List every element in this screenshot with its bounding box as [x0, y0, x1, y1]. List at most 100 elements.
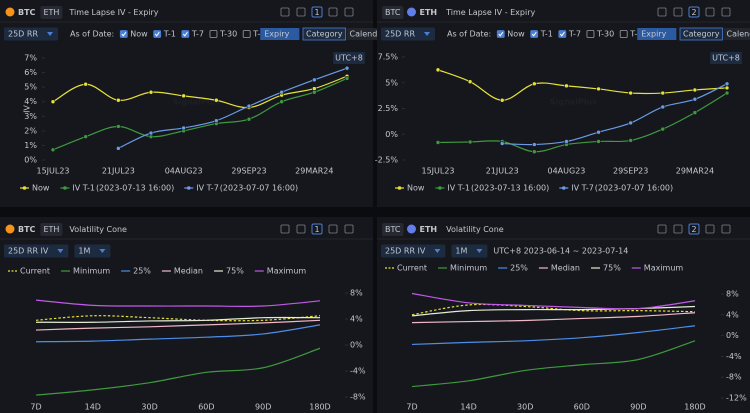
dropdown[interactable]	[381, 244, 446, 258]
series-marker	[564, 139, 569, 144]
series-marker	[660, 90, 666, 96]
legend-label[interactable]: 25%	[510, 264, 528, 273]
series-marker	[246, 103, 252, 109]
header-icon[interactable]	[296, 224, 306, 234]
view-button-label[interactable]: Calendar	[727, 30, 750, 39]
view-button-label[interactable]: Category	[683, 30, 720, 39]
tab-label[interactable]: BTC	[18, 8, 36, 17]
legend-label[interactable]: Median	[551, 264, 580, 273]
legend-label[interactable]: 75%	[603, 264, 621, 273]
header-icon[interactable]	[657, 7, 667, 17]
series-marker	[312, 77, 317, 83]
expiry-input-placeholder[interactable]: Expiry	[264, 30, 289, 39]
checkbox[interactable]	[181, 30, 190, 38]
series-line	[411, 312, 696, 324]
view-button[interactable]	[723, 28, 750, 40]
dropdown-label[interactable]: 1M	[78, 247, 90, 256]
legend-label[interactable]: Current	[20, 267, 50, 276]
tab-box	[40, 6, 63, 19]
tab-label[interactable]: ETH	[43, 8, 59, 17]
legend-label[interactable]: IV T-7	[196, 184, 219, 193]
checkbox[interactable]	[586, 30, 595, 38]
legend-label[interactable]: Maximum	[644, 264, 684, 273]
header-icon[interactable]	[328, 7, 338, 17]
checkbox[interactable]	[242, 30, 251, 38]
series-line	[411, 325, 696, 346]
header-icon[interactable]	[673, 224, 683, 234]
checkbox[interactable]	[209, 30, 218, 38]
dropdown-label[interactable]: 25D RR	[385, 30, 415, 39]
series-marker	[724, 90, 730, 96]
legend-label[interactable]: IV T-1	[447, 184, 470, 193]
series-marker	[344, 65, 350, 71]
header-icon[interactable]	[673, 7, 683, 17]
tab-label[interactable]: ETH	[420, 8, 438, 17]
expiry-input-placeholder[interactable]: Expiry	[641, 30, 666, 39]
header-icon[interactable]	[721, 224, 731, 234]
checkbox-label: T-30	[219, 30, 237, 39]
checkbox-label: T-1	[540, 30, 553, 39]
series-marker	[628, 90, 633, 96]
dropdown-label[interactable]: 25D RR IV	[385, 247, 426, 256]
x-tick-label: 14D	[85, 403, 101, 412]
expiry-input[interactable]	[637, 28, 677, 40]
dropdown-arrow	[99, 249, 106, 253]
panel-title: Time Lapse IV - Expiry	[445, 8, 535, 17]
legend-label[interactable]: Maximum	[267, 267, 307, 276]
legend-marker	[397, 186, 402, 190]
series-marker	[660, 126, 666, 132]
header-icon[interactable]	[280, 224, 290, 234]
legend-label[interactable]: Median	[174, 267, 203, 276]
expiry-input[interactable]	[260, 28, 300, 40]
checkbox[interactable]	[558, 30, 567, 38]
legend-label[interactable]: Minimum	[450, 264, 487, 273]
series-line	[411, 292, 696, 310]
legend-label[interactable]: Current	[397, 264, 427, 273]
header-icon[interactable]	[344, 7, 354, 17]
checkbox[interactable]	[530, 30, 539, 38]
tab-label[interactable]: ETH	[43, 225, 59, 234]
y-tick-label: 1%	[24, 141, 37, 150]
dropdown-label[interactable]: 25D RR	[8, 30, 38, 39]
series-line	[411, 340, 696, 388]
dropdown[interactable]	[381, 27, 435, 41]
series-line	[52, 75, 348, 109]
view-button[interactable]	[679, 27, 723, 41]
header-icon[interactable]	[657, 224, 667, 234]
legend-label[interactable]: IV T-1	[72, 184, 95, 193]
checkbox[interactable]	[153, 30, 162, 38]
y-tick-label: 0%	[726, 331, 739, 340]
view-button-label[interactable]: Category	[306, 30, 343, 39]
dropdown-label[interactable]: 25D RR IV	[8, 247, 49, 256]
header-icon[interactable]	[344, 224, 354, 234]
header-icon[interactable]	[721, 7, 731, 17]
checkbox[interactable]	[119, 30, 128, 38]
dropdown[interactable]	[451, 244, 488, 258]
header-icon[interactable]	[705, 224, 715, 234]
legend-label[interactable]: Now	[32, 184, 50, 193]
header-icon[interactable]	[280, 7, 290, 17]
checkbox[interactable]	[496, 30, 505, 38]
legend-label[interactable]: IV T-7	[571, 184, 594, 193]
legend-label[interactable]: 75%	[226, 267, 244, 276]
dropdown-arrow	[476, 249, 483, 253]
tab-label[interactable]: BTC	[385, 8, 401, 17]
tab-label[interactable]: ETH	[420, 225, 438, 234]
dropdown[interactable]	[4, 27, 58, 41]
tab-label[interactable]: BTC	[385, 225, 401, 234]
header-icon[interactable]	[296, 7, 306, 17]
dropdown[interactable]	[4, 244, 69, 258]
dropdown-label[interactable]: 1M	[455, 247, 467, 256]
header-icon[interactable]	[328, 224, 338, 234]
x-tick-label: 15JUL23	[421, 167, 454, 176]
dropdown[interactable]	[74, 244, 111, 258]
legend-label[interactable]: Now	[407, 184, 425, 193]
legend-label[interactable]: 25%	[133, 267, 151, 276]
view-button-label[interactable]: Calendar	[350, 30, 387, 39]
y-tick-label: 4%	[726, 310, 739, 319]
tab-label[interactable]: BTC	[18, 225, 36, 234]
header-icon[interactable]	[705, 7, 715, 17]
view-button[interactable]	[302, 27, 346, 41]
legend-label[interactable]: Minimum	[73, 267, 110, 276]
checkbox[interactable]	[619, 30, 628, 38]
